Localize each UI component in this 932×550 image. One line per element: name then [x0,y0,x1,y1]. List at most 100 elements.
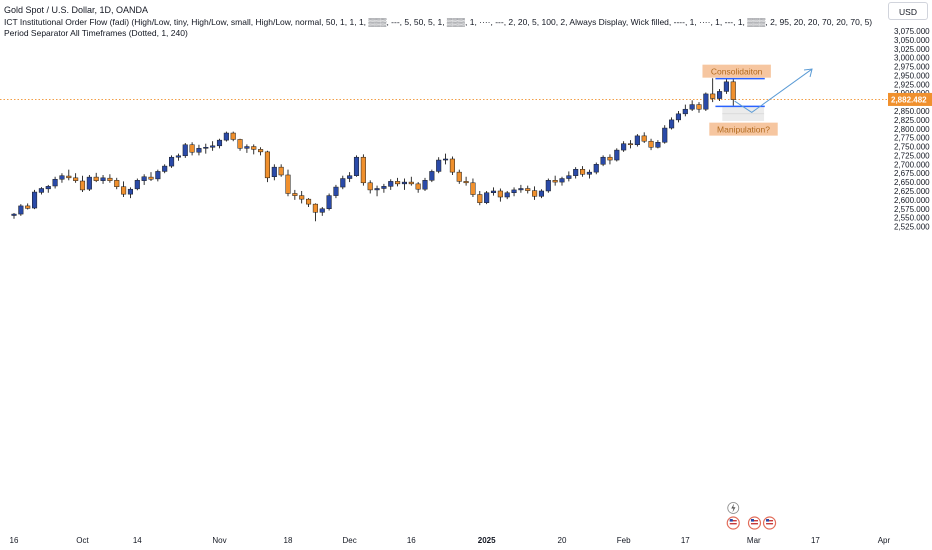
candle-body [401,181,407,185]
candle-body [395,181,401,185]
candle-body [169,156,175,167]
candle-body [127,188,133,195]
candle-body [107,177,113,181]
y-tick-label: 2,525.000 [894,223,930,232]
candle-body [504,192,510,198]
candle-body [415,183,421,190]
candle-body [669,119,675,129]
candle-body [655,142,661,148]
y-tick-label: 2,625.000 [894,187,930,196]
y-tick-label: 2,800.000 [894,125,930,134]
candle-body [682,108,688,115]
candle-body [429,171,435,181]
candle-body [559,178,565,183]
candle-body [607,156,613,161]
y-tick-label: 2,775.000 [894,134,930,143]
candle-body [353,156,360,176]
indicator-order-flow[interactable]: ICT Institutional Order Flow (fadi) (Hig… [4,16,873,27]
candle-body [614,149,620,161]
candle-body [244,146,250,149]
y-tick-label: 3,025.000 [894,45,930,54]
y-tick-label: 2,750.000 [894,143,930,152]
candle-body [258,149,264,153]
candle-body [162,165,168,172]
candle-body [230,132,236,140]
y-tick-label: 2,600.000 [894,196,930,205]
candle-body [730,81,736,100]
candle-body [600,156,606,165]
candle-body [100,177,106,181]
candle-body [25,205,31,209]
candle-body [182,144,188,157]
x-tick-label: 16 [10,536,19,545]
candle-body [573,169,579,176]
candle-body [285,174,291,194]
flag-stripe [750,523,758,525]
time-axis[interactable] [0,531,888,550]
consolidation-label: Consolidaiton [711,67,763,77]
candle-body [223,132,229,141]
y-tick-label: 2,675.000 [894,169,930,178]
candle-body [45,186,51,190]
candle-body [203,146,209,149]
candle-body [525,188,531,191]
price-axis[interactable] [888,0,932,550]
candle-body [196,148,202,153]
symbol-title: Gold Spot / U.S. Dollar, 1D, OANDA [4,5,149,15]
flag-stripe [766,520,774,522]
candle-body [38,188,44,193]
candle-body [367,182,373,191]
y-tick-label: 2,925.000 [894,80,930,89]
candle-body [66,175,72,179]
x-tick-label: Feb [617,536,631,545]
currency-button[interactable]: USD [888,2,928,20]
indicator-period-separator[interactable]: Period Separator All Timeframes (Dotted,… [4,28,188,38]
candle-body [436,159,442,172]
candle-body [675,113,682,121]
candle-body [381,186,387,189]
candle-body [155,171,161,180]
candle-body [271,166,277,178]
candle-body [689,104,695,110]
y-tick-label: 2,550.000 [894,214,930,223]
candle-body [73,177,79,181]
candle-body [251,146,257,150]
candle-body [374,188,380,191]
flag-stripe [766,523,774,525]
candle-body [648,140,654,148]
candle-body [538,190,545,197]
y-tick-label: 2,825.000 [894,116,930,125]
candle-body [141,176,147,181]
candle-body [210,145,216,148]
y-tick-label: 2,575.000 [894,205,930,214]
candle-body [319,208,325,213]
flag-canton [766,519,770,522]
consolidation-label-bg [702,64,771,78]
current-price-label: 2,882.482 [891,95,927,104]
x-tick-label: 18 [284,536,293,545]
candle-body [360,156,366,184]
x-tick-label: Oct [76,536,89,545]
candle-body [443,158,449,161]
y-tick-label: 2,850.000 [894,107,930,116]
flag-stripe [750,520,758,522]
manipulation-label: Manipulation? [717,125,770,135]
y-tick-label: 3,000.000 [894,54,930,63]
candle-body [148,176,154,180]
candle-body [408,181,414,185]
flag-canton [750,519,754,522]
x-tick-label: 20 [558,536,567,545]
candle-body [490,190,497,194]
y-tick-label: 3,075.000 [894,27,930,36]
candle-body [552,180,558,183]
candle-body [456,171,462,182]
candle-body [216,139,223,147]
candle-body [32,191,38,209]
chart-legend: Gold Spot / U.S. Dollar, 1D, OANDA ICT I… [4,5,872,40]
candle-body [627,143,634,146]
projection-path [734,68,813,114]
candle-body [292,193,298,196]
candle-body [484,192,490,203]
candle-body [237,139,243,149]
